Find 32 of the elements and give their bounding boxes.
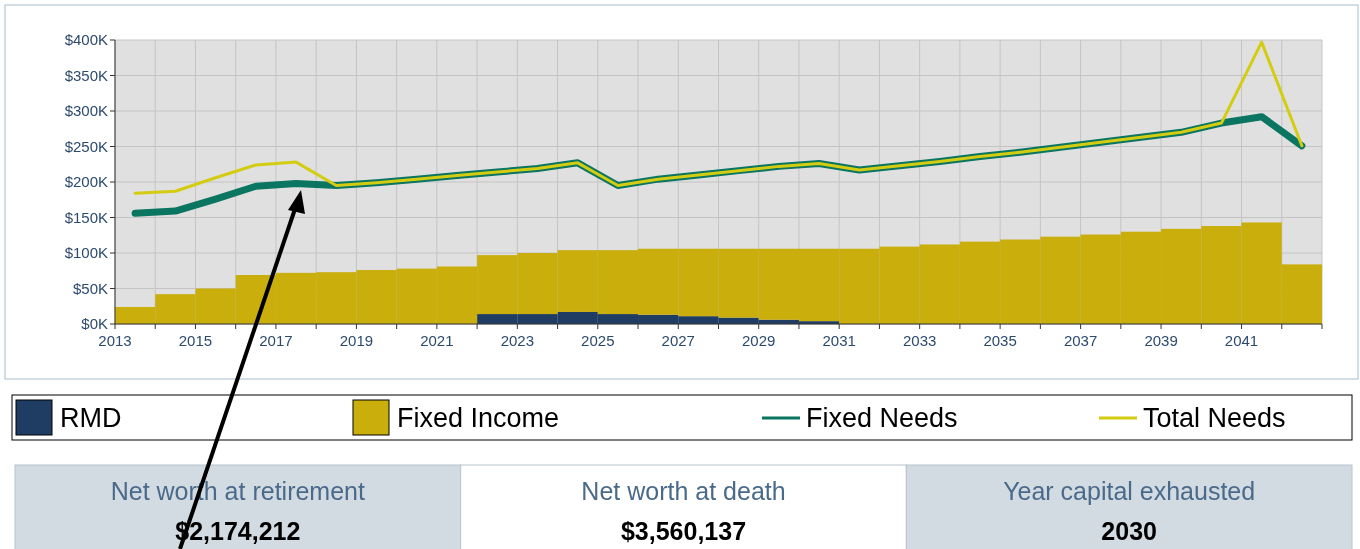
x-tick-label: 2033: [902, 332, 937, 349]
y-tick-label: $100K: [64, 244, 108, 262]
y-tick-label: $200K: [64, 173, 108, 191]
x-tick-label: 2015: [178, 332, 213, 349]
x-tick-label: 2017: [259, 332, 293, 349]
text: Year capital exhausted: [1003, 477, 1256, 505]
legend-label: RMD: [60, 403, 122, 434]
legend-label: Total Needs: [1143, 403, 1286, 434]
x-tick-label: 2019: [339, 332, 374, 349]
x-tick-label: 2035: [983, 332, 1017, 349]
text: Net worth at death: [581, 477, 786, 505]
y-tick-label: $350K: [64, 66, 108, 84]
y-tick-label: $0K: [81, 315, 108, 333]
x-tick-label: 2029: [742, 332, 776, 349]
y-tick-label: $50K: [72, 279, 108, 297]
x-tick-label: 2027: [661, 332, 695, 349]
text: $3,560,137: [620, 517, 747, 545]
x-tick-label: 2013: [98, 332, 132, 349]
y-tick-label: $150K: [64, 208, 108, 226]
text: 2030: [1101, 517, 1157, 545]
x-tick-label: 2041: [1224, 332, 1259, 349]
legend-label: Fixed Needs: [806, 403, 958, 434]
legend-label: Fixed Income: [397, 403, 560, 434]
x-tick-label: 2025: [581, 332, 615, 349]
y-tick-label: $400K: [64, 31, 108, 49]
x-tick-label: 2031: [822, 332, 856, 349]
x-tick-label: 2037: [1063, 332, 1098, 349]
x-tick-label: 2023: [500, 332, 535, 349]
y-tick-label: $250K: [64, 137, 108, 155]
y-tick-label: $300K: [64, 102, 108, 120]
x-tick-label: 2021: [420, 332, 454, 349]
x-tick-label: 2039: [1144, 332, 1178, 349]
